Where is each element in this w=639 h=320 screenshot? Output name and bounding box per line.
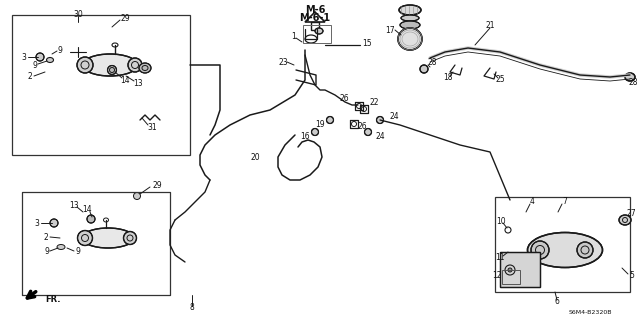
Ellipse shape — [531, 241, 549, 259]
Text: 14: 14 — [120, 76, 130, 84]
Ellipse shape — [82, 54, 137, 76]
Ellipse shape — [123, 231, 137, 244]
Ellipse shape — [577, 242, 593, 258]
Text: 23: 23 — [278, 58, 288, 67]
Text: 28: 28 — [629, 77, 638, 86]
Text: 10: 10 — [497, 218, 506, 227]
Ellipse shape — [625, 73, 635, 81]
Ellipse shape — [401, 15, 419, 21]
Text: 8: 8 — [190, 303, 194, 313]
Text: 24: 24 — [376, 132, 385, 140]
Bar — [502, 270, 520, 284]
Text: 3: 3 — [22, 52, 26, 61]
Ellipse shape — [82, 228, 134, 248]
Ellipse shape — [77, 57, 93, 73]
Text: 9: 9 — [33, 60, 38, 69]
Text: 5: 5 — [629, 270, 635, 279]
Bar — [500, 252, 540, 287]
Ellipse shape — [87, 215, 95, 223]
Ellipse shape — [399, 5, 421, 15]
Text: 26: 26 — [339, 93, 349, 102]
Ellipse shape — [57, 244, 65, 250]
Text: 17: 17 — [385, 26, 395, 35]
Text: 13: 13 — [69, 201, 79, 210]
Text: 31: 31 — [147, 123, 157, 132]
Ellipse shape — [77, 230, 93, 245]
Bar — [500, 252, 540, 287]
Ellipse shape — [619, 215, 631, 225]
Text: 7: 7 — [562, 197, 567, 206]
Bar — [495, 197, 630, 292]
Bar — [12, 15, 190, 155]
Text: 16: 16 — [300, 132, 310, 140]
Ellipse shape — [311, 129, 318, 135]
Text: 9: 9 — [58, 45, 63, 54]
Text: 9: 9 — [45, 247, 49, 257]
Ellipse shape — [128, 58, 142, 72]
Ellipse shape — [400, 21, 420, 29]
Text: 29: 29 — [120, 13, 130, 22]
Bar — [303, 25, 331, 43]
Text: 4: 4 — [530, 197, 534, 206]
Ellipse shape — [47, 58, 54, 62]
Text: 20: 20 — [250, 153, 260, 162]
Ellipse shape — [508, 268, 512, 272]
Ellipse shape — [327, 116, 334, 124]
Text: 13: 13 — [133, 78, 142, 87]
Text: 28: 28 — [427, 58, 436, 67]
Text: 30: 30 — [73, 10, 83, 19]
Text: 21: 21 — [485, 20, 495, 29]
Text: 15: 15 — [362, 38, 372, 47]
Text: 6: 6 — [555, 298, 559, 307]
Text: FR.: FR. — [45, 295, 61, 305]
Ellipse shape — [528, 233, 603, 268]
Text: 22: 22 — [370, 98, 380, 107]
Text: M-6-1: M-6-1 — [300, 13, 330, 23]
Text: 29: 29 — [152, 180, 162, 189]
Ellipse shape — [107, 66, 116, 75]
Text: 2: 2 — [43, 233, 49, 242]
Ellipse shape — [134, 193, 141, 199]
Ellipse shape — [364, 129, 371, 135]
Text: S6M4-B2320B: S6M4-B2320B — [568, 309, 612, 315]
Text: 18: 18 — [443, 73, 453, 82]
Text: 26: 26 — [357, 122, 367, 131]
Text: 14: 14 — [82, 205, 92, 214]
Ellipse shape — [420, 65, 428, 73]
Text: 25: 25 — [495, 75, 505, 84]
Text: 24: 24 — [390, 111, 399, 121]
Text: 19: 19 — [315, 119, 325, 129]
Text: 1: 1 — [291, 31, 296, 41]
Ellipse shape — [139, 63, 151, 73]
Text: 9: 9 — [75, 247, 81, 257]
Ellipse shape — [36, 53, 44, 61]
Text: 12: 12 — [492, 271, 502, 281]
Text: 11: 11 — [495, 253, 505, 262]
Bar — [311, 22, 319, 30]
Text: 3: 3 — [35, 219, 40, 228]
Ellipse shape — [376, 116, 383, 124]
Text: M-6: M-6 — [305, 5, 325, 15]
Ellipse shape — [50, 219, 58, 227]
Text: 2: 2 — [27, 71, 33, 81]
Text: 27: 27 — [626, 210, 636, 219]
Ellipse shape — [398, 28, 422, 50]
Ellipse shape — [315, 28, 323, 34]
